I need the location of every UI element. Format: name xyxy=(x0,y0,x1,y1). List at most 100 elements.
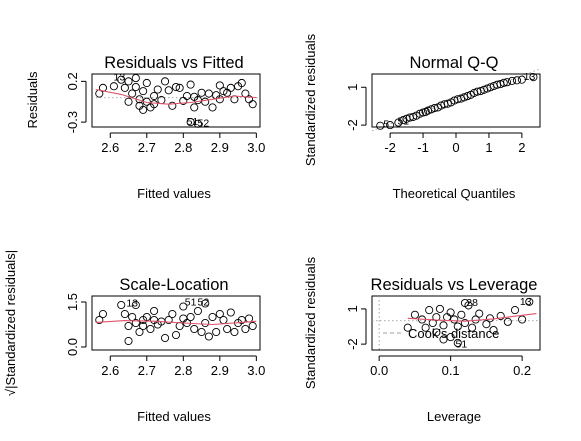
data-point xyxy=(425,306,434,315)
y-tick-label: -2 xyxy=(345,119,360,131)
x-tick-label: 2.9 xyxy=(211,140,229,155)
data-point xyxy=(190,324,199,334)
x-tick-label: 2.8 xyxy=(174,140,192,155)
data-point xyxy=(171,330,181,340)
smoother-line-path xyxy=(95,88,257,105)
data-point xyxy=(460,318,469,328)
data-point xyxy=(457,310,466,319)
data-point xyxy=(131,74,140,83)
data-point xyxy=(410,310,419,319)
data-point xyxy=(507,76,517,85)
y-axis: -2 1 xyxy=(345,84,367,131)
x-tick-label: 2.9 xyxy=(211,363,229,378)
data-point xyxy=(460,298,469,308)
cooks-distance-legend: Cook's distance xyxy=(383,326,499,341)
data-points xyxy=(376,73,538,130)
data-point xyxy=(201,97,210,106)
data-point xyxy=(131,318,140,328)
reference-line xyxy=(371,68,541,132)
data-point xyxy=(453,322,462,331)
data-point xyxy=(171,82,181,92)
data-point xyxy=(193,119,202,128)
x-tick-label: -1 xyxy=(417,140,429,155)
x-axis-label: Theoretical Quantiles xyxy=(393,186,516,201)
data-point xyxy=(489,325,498,335)
data-point xyxy=(482,320,491,329)
data-point xyxy=(439,335,448,344)
data-point xyxy=(98,309,108,319)
x-tick-label: 2.7 xyxy=(138,140,156,155)
data-point xyxy=(109,82,118,91)
data-point xyxy=(124,321,133,331)
point-label: 51 xyxy=(185,297,197,309)
point-label: 52 xyxy=(198,297,210,309)
data-point xyxy=(208,103,217,112)
data-point xyxy=(386,121,395,130)
data-point xyxy=(468,323,477,332)
y-tick-label: -0.3 xyxy=(65,111,80,133)
data-point xyxy=(446,308,455,317)
data-point xyxy=(403,323,412,332)
plot-frame xyxy=(371,73,541,128)
data-point xyxy=(146,324,155,334)
x-tick-label: 2.8 xyxy=(174,363,192,378)
data-point xyxy=(230,327,239,337)
x-tick-label: -2 xyxy=(384,140,396,155)
point-label: 51 xyxy=(397,116,409,128)
x-axis: 0.0 0.1 0.2 xyxy=(370,355,531,378)
legend-label: Cook's distance xyxy=(408,326,499,341)
data-point xyxy=(204,89,213,98)
data-point xyxy=(241,324,250,334)
data-point xyxy=(439,321,448,330)
point-label: 13 xyxy=(524,71,536,83)
x-axis: 2.6 2.7 2.8 2.9 3.0 xyxy=(101,132,265,155)
data-point xyxy=(223,324,232,334)
data-points xyxy=(403,297,534,348)
chart-title: Normal Q-Q xyxy=(410,54,499,72)
data-point xyxy=(142,78,151,88)
point-labels: 13 51 52 xyxy=(126,297,209,310)
x-axis-label: Fitted values xyxy=(137,186,211,201)
data-point xyxy=(164,315,173,325)
data-point xyxy=(197,327,206,337)
data-point xyxy=(510,306,520,315)
point-label: 28 xyxy=(466,297,478,309)
data-point xyxy=(160,333,170,343)
point-labels: 13 28 51 xyxy=(456,296,532,351)
point-labels: 5 51 13 xyxy=(383,71,535,130)
data-point xyxy=(150,315,159,325)
data-point xyxy=(248,321,257,331)
data-point xyxy=(435,304,444,313)
plot-frame xyxy=(91,73,261,128)
data-point xyxy=(128,89,137,98)
data-point xyxy=(182,91,192,101)
data-point xyxy=(160,77,170,86)
y-tick-label: 1.5 xyxy=(65,293,80,311)
data-point xyxy=(98,83,108,92)
y-axis-label: Residuals xyxy=(25,71,40,129)
data-point xyxy=(150,91,159,101)
x-tick-label: 0.0 xyxy=(370,363,388,378)
data-point xyxy=(421,107,430,116)
plot-frame xyxy=(91,295,261,351)
data-point xyxy=(244,314,254,323)
data-point xyxy=(226,83,235,92)
x-axis: 2.6 2.7 2.8 2.9 3.0 xyxy=(101,355,265,378)
y-axis: -0.3 0.2 xyxy=(65,72,87,133)
data-point xyxy=(197,88,206,97)
chart-title: Residuals vs Leverage xyxy=(371,276,538,294)
y-tick-label: 1 xyxy=(345,84,360,91)
data-point xyxy=(120,83,129,92)
data-point xyxy=(432,313,441,322)
data-point xyxy=(219,87,228,96)
point-label: 52 xyxy=(198,118,210,130)
data-point xyxy=(95,315,104,325)
data-point xyxy=(124,97,133,106)
residuals-vs-leverage-panel: Residuals vs Leverage Leverage Standardi… xyxy=(303,256,541,424)
data-point xyxy=(394,118,403,127)
y-tick-label: 0.2 xyxy=(65,72,80,90)
data-point xyxy=(139,321,148,331)
data-point xyxy=(471,315,480,324)
data-point xyxy=(453,338,462,348)
y-axis: 0.0 1.5 xyxy=(65,293,87,356)
